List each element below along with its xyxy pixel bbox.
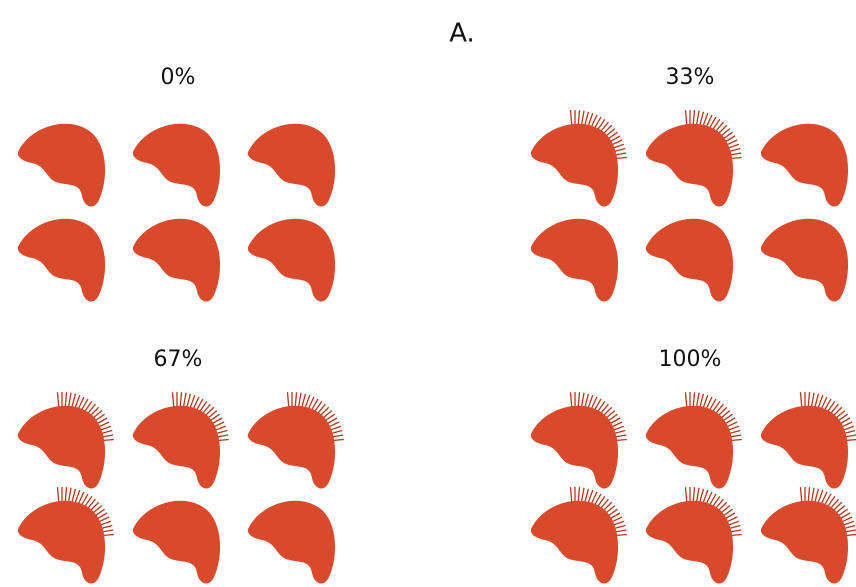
- tissue-shape: [530, 392, 627, 489]
- blob: [17, 405, 106, 489]
- blob: [132, 218, 221, 302]
- tissue-shape: [247, 500, 336, 584]
- cilium: [684, 392, 688, 409]
- blob: [645, 123, 734, 207]
- cilium: [569, 487, 573, 504]
- cilium: [64, 487, 68, 504]
- tissue-shape: [17, 487, 114, 584]
- cilium: [171, 392, 175, 409]
- cilium: [56, 487, 60, 504]
- cilium: [577, 392, 581, 409]
- tissue-shape: [132, 500, 221, 584]
- tissue-shape: [132, 218, 221, 302]
- tissue-shape: [17, 218, 106, 302]
- cilium: [577, 110, 581, 127]
- cilium: [807, 487, 811, 504]
- blob: [247, 123, 336, 207]
- panel-label: 100%: [659, 347, 722, 372]
- blob: [132, 123, 221, 207]
- cilium: [294, 392, 298, 409]
- tissue-shape: [760, 218, 849, 302]
- blob: [530, 218, 619, 302]
- cilium: [692, 392, 696, 409]
- blob: [132, 500, 221, 584]
- cilium: [692, 487, 696, 504]
- tissue-shape: [132, 392, 229, 489]
- cilium: [577, 487, 581, 504]
- cilium: [692, 110, 696, 127]
- tissue-shape: [247, 392, 344, 489]
- cilium: [179, 392, 183, 409]
- cilium: [569, 392, 573, 409]
- cilium: [64, 392, 68, 409]
- blob: [17, 123, 106, 207]
- tissue-shape: [247, 123, 336, 207]
- tissue-shape: [760, 487, 856, 584]
- blob: [17, 500, 106, 584]
- blob: [760, 123, 849, 207]
- tissue-shape: [760, 123, 849, 207]
- blob: [645, 500, 734, 584]
- panel-label: 33%: [666, 65, 715, 90]
- cilium: [799, 487, 803, 504]
- blob: [760, 405, 849, 489]
- cilium: [56, 392, 60, 409]
- blob: [760, 500, 849, 584]
- blob: [530, 500, 619, 584]
- tissue-shape: [530, 487, 627, 584]
- blob: [530, 123, 619, 207]
- blob: [247, 218, 336, 302]
- tissue-shape: [645, 392, 742, 489]
- blob: [17, 218, 106, 302]
- tissue-shape: [645, 487, 742, 584]
- tissue-shape: [645, 218, 734, 302]
- blob: [132, 405, 221, 489]
- blob: [645, 218, 734, 302]
- blob: [247, 405, 336, 489]
- tissue-shape: [530, 110, 627, 207]
- tissue-shape: [760, 392, 856, 489]
- blob: [760, 218, 849, 302]
- tissue-shape: [17, 392, 114, 489]
- tissue-shape: [530, 218, 619, 302]
- tissue-shape: [132, 123, 221, 207]
- figure-title: A.: [449, 19, 475, 49]
- cilium: [286, 392, 290, 409]
- tissue-shape: [645, 110, 742, 207]
- cilium: [799, 392, 803, 409]
- blob: [645, 405, 734, 489]
- cilium: [684, 487, 688, 504]
- blob: [247, 500, 336, 584]
- panel-label: 67%: [154, 347, 203, 372]
- tissue-shape: [247, 218, 336, 302]
- blob: [530, 405, 619, 489]
- cilium: [569, 110, 573, 127]
- tissue-shape: [17, 123, 106, 207]
- cilium: [684, 110, 688, 127]
- cilium: [807, 392, 811, 409]
- panel-label: 0%: [161, 65, 196, 90]
